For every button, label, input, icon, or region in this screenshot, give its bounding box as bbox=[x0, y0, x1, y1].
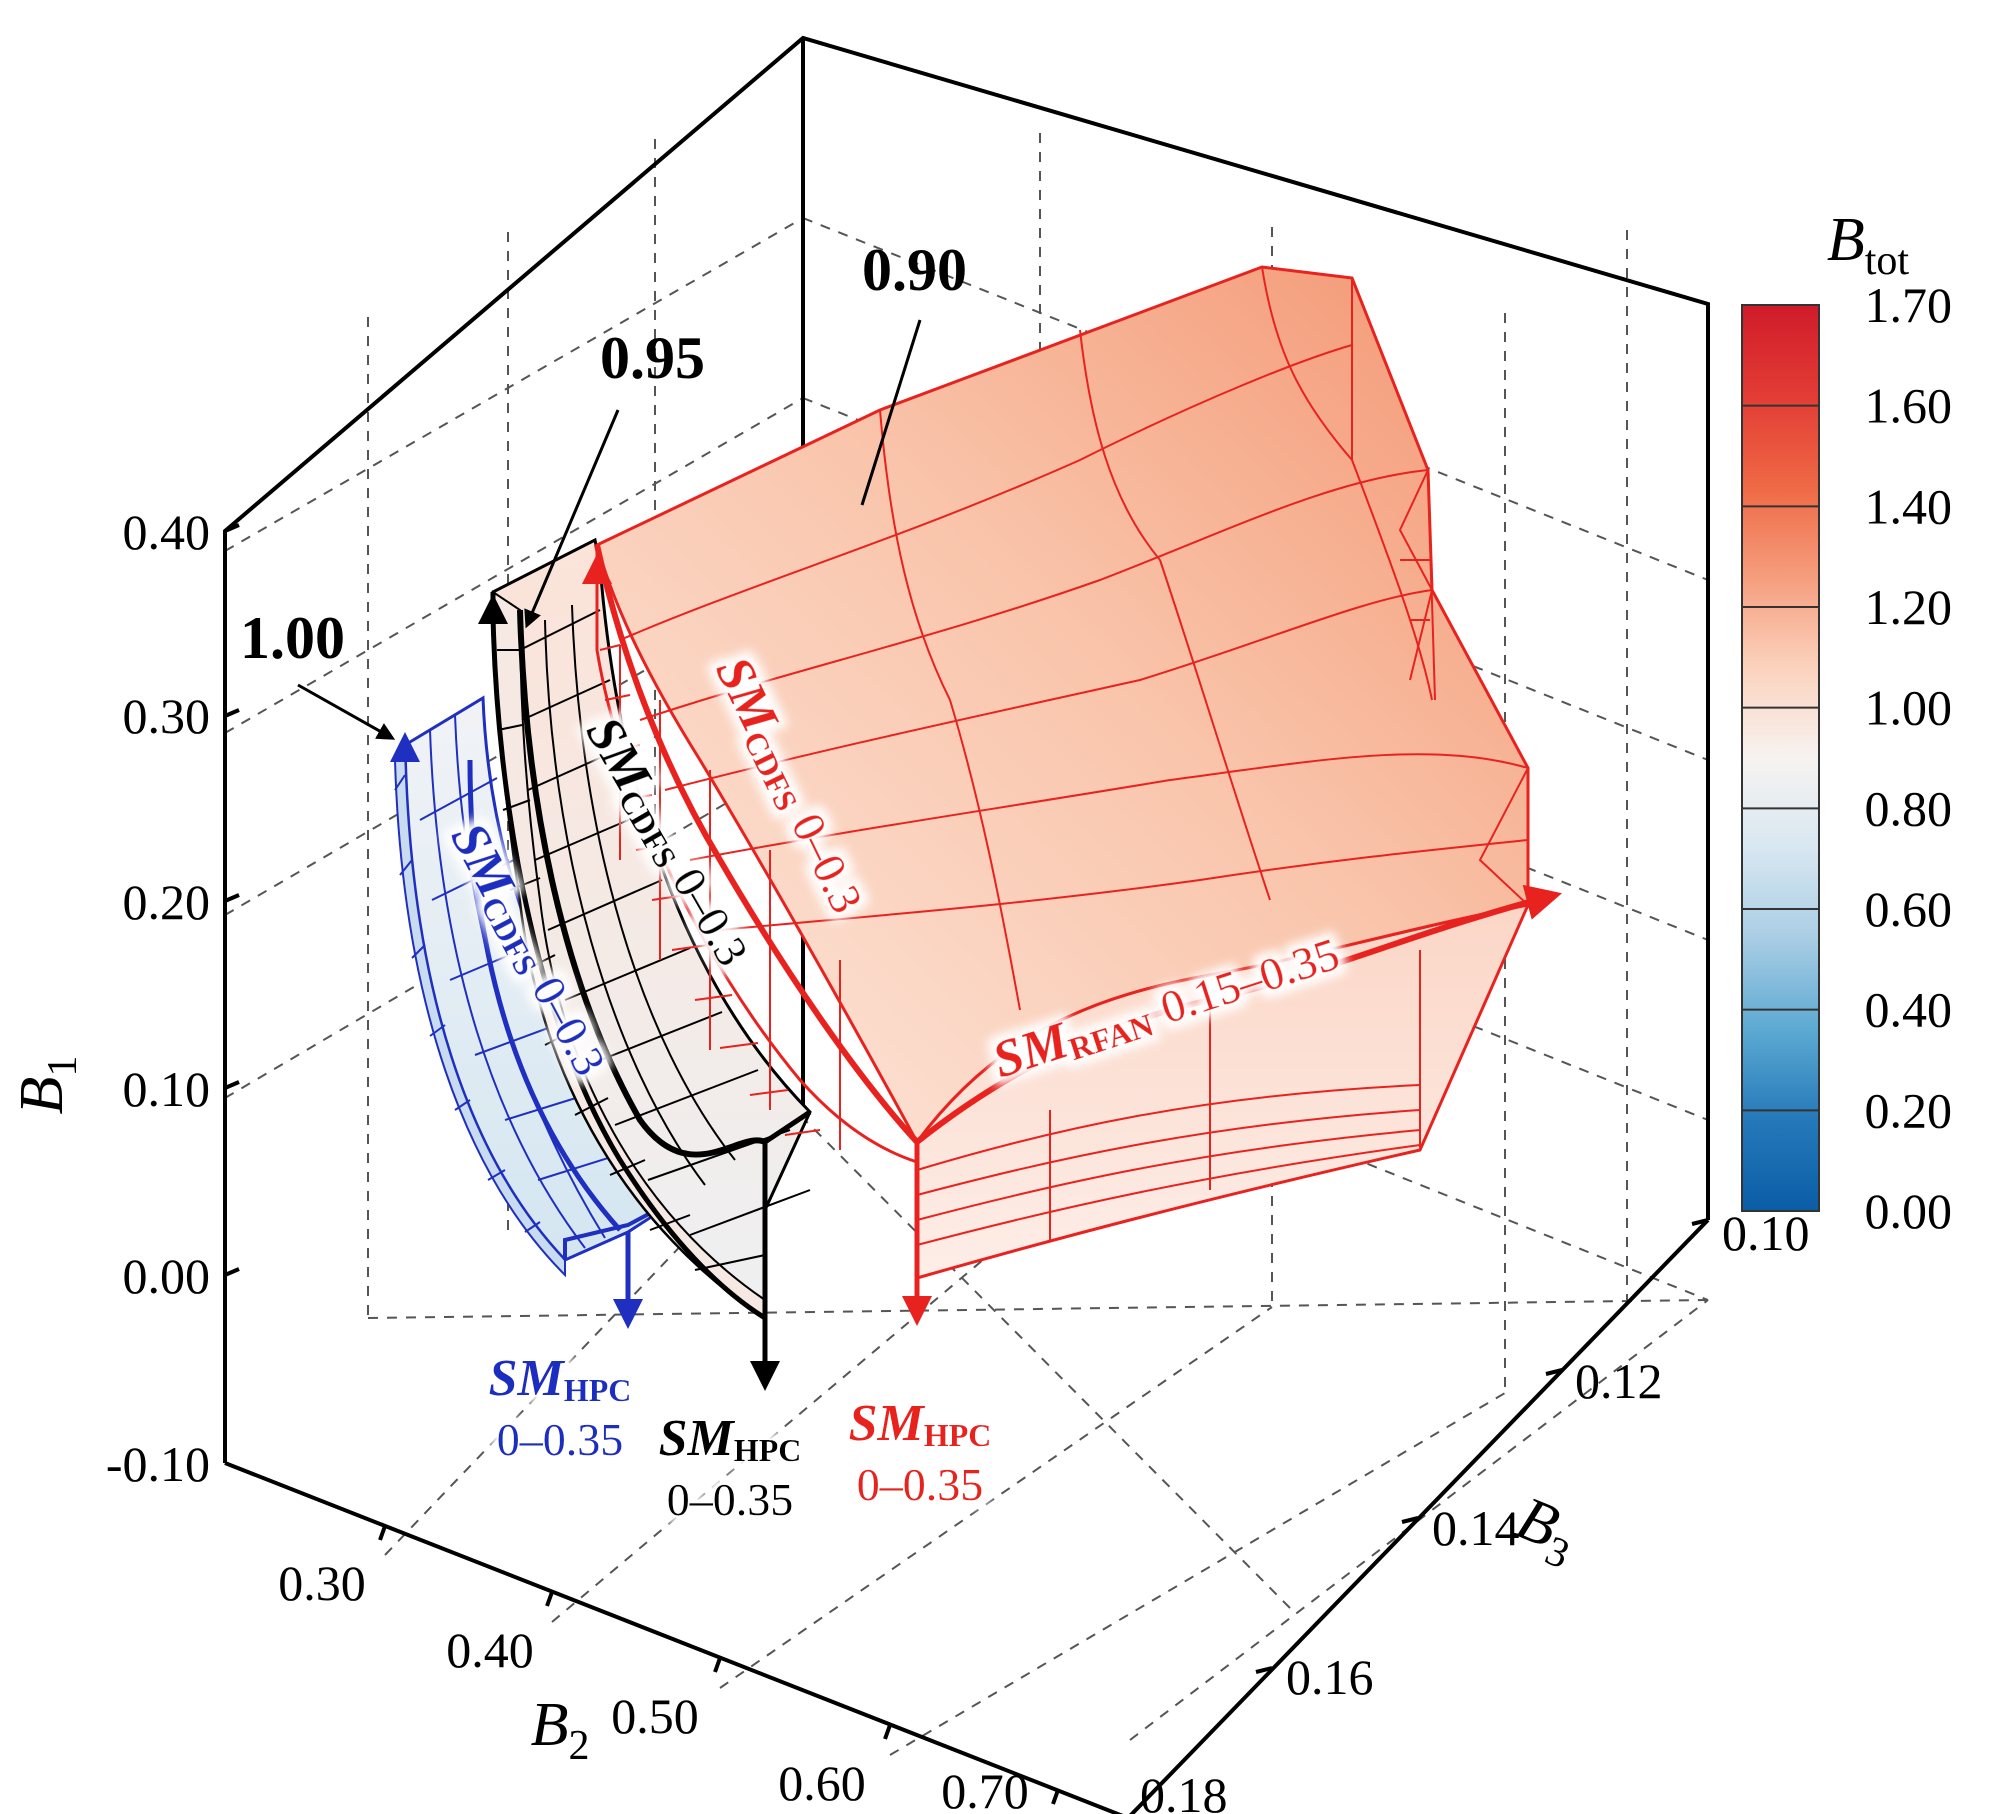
annotation-black-hpc: SMHPC 0–0.35 bbox=[659, 1410, 802, 1525]
svg-text:SMHPC: SMHPC bbox=[849, 1395, 992, 1453]
b3-tick-label: 0.10 bbox=[1722, 1205, 1810, 1261]
svg-text:0–0.35: 0–0.35 bbox=[857, 1459, 984, 1510]
b1-axis-title: B1 bbox=[8, 1056, 86, 1115]
svg-text:0–0.35: 0–0.35 bbox=[667, 1474, 794, 1525]
b2-axis-letter: B bbox=[531, 1691, 569, 1759]
svg-text:SMHPC: SMHPC bbox=[659, 1410, 802, 1468]
svg-text:SMHPC: SMHPC bbox=[489, 1350, 632, 1408]
colorbar-title-letter: B bbox=[1827, 206, 1865, 274]
b2-axis: 0.30 0.40 0.50 0.60 0.70 B2 bbox=[278, 1525, 1060, 1814]
b1-tick-label: 0.00 bbox=[123, 1248, 211, 1304]
b1-tick-label: 0.10 bbox=[123, 1061, 211, 1117]
colorbar-tick-label: 0.20 bbox=[1865, 1082, 1953, 1138]
b2-tick-label: 0.30 bbox=[278, 1555, 366, 1611]
b1-axis-letter: B bbox=[8, 1077, 76, 1115]
b2-tick-label: 0.50 bbox=[611, 1688, 699, 1744]
b1-tick-label: -0.10 bbox=[106, 1436, 210, 1492]
colorbar-tick-label: 0.40 bbox=[1865, 982, 1953, 1038]
b3-tick-label: 0.12 bbox=[1575, 1353, 1663, 1409]
level-labels: 1.00 0.95 0.90 bbox=[240, 237, 967, 740]
b1-tick-label: 0.20 bbox=[123, 874, 211, 930]
colorbar-tick-label: 1.20 bbox=[1865, 579, 1953, 635]
annotation-blue-hpc: SMHPC 0–0.35 bbox=[489, 1350, 632, 1465]
b3-tick-label: 0.16 bbox=[1286, 1649, 1374, 1705]
b1-tick-label: 0.40 bbox=[123, 504, 211, 560]
b1-tick-label: 0.30 bbox=[123, 688, 211, 744]
colorbar-tick-label: 1.00 bbox=[1865, 680, 1953, 736]
b1-axis-subscript: 1 bbox=[40, 1056, 86, 1077]
level-label-1.00: 1.00 bbox=[240, 605, 345, 671]
b3-axis-title: B3 bbox=[1504, 1484, 1588, 1578]
colorbar-tick-label: 0.00 bbox=[1865, 1183, 1953, 1239]
b1-axis: -0.10 0.00 0.10 0.20 0.30 0.40 B1 bbox=[8, 504, 240, 1492]
surface-red bbox=[582, 265, 1562, 1326]
b3-tick-label: 0.14 bbox=[1432, 1500, 1520, 1556]
colorbar-tick-label: 1.40 bbox=[1865, 478, 1953, 534]
b2-tick-label: 0.70 bbox=[941, 1763, 1029, 1814]
colorbar-tick-label: 0.60 bbox=[1865, 881, 1953, 937]
b2-tick-label: 0.60 bbox=[778, 1755, 866, 1811]
b2-axis-title: B2 bbox=[531, 1691, 590, 1769]
b3-tick-label: 0.18 bbox=[1140, 1767, 1228, 1814]
b2-axis-subscript: 2 bbox=[568, 1723, 589, 1769]
colorbar-title: Btot bbox=[1827, 206, 1910, 284]
b2-tick-label: 0.40 bbox=[446, 1622, 534, 1678]
colorbar: Btot 1.70 1.60 1.40 1.20 1.00 0.80 0.60 0.40 0.2… bbox=[1741, 206, 1952, 1239]
svg-text:B3: B3 bbox=[1504, 1484, 1588, 1578]
colorbar-title-subscript: tot bbox=[1865, 238, 1910, 284]
annotation-red-hpc: SMHPC 0–0.35 bbox=[849, 1395, 992, 1510]
colorbar-bar bbox=[1741, 304, 1820, 1212]
colorbar-tick-label: 1.70 bbox=[1865, 277, 1953, 333]
hpc-labels: SMHPC 0–0.35 SMHPC 0–0.35 SMHPC 0–0.35 bbox=[489, 1350, 992, 1525]
level-label-0.90: 0.90 bbox=[862, 237, 967, 303]
b3-axis: 0.10 0.12 0.14 0.16 0.18 B3 bbox=[1140, 1205, 1810, 1814]
svg-text:B1: B1 bbox=[8, 1056, 86, 1115]
level-label-0.95: 0.95 bbox=[600, 325, 705, 391]
colorbar-tick-label: 1.60 bbox=[1865, 378, 1953, 434]
colorbar-tick-label: 0.80 bbox=[1865, 780, 1953, 836]
svg-text:0–0.35: 0–0.35 bbox=[497, 1414, 624, 1465]
colorbar-ticks: 1.70 1.60 1.40 1.20 1.00 0.80 0.60 0.40 0.20 0.00 bbox=[1742, 277, 1952, 1239]
